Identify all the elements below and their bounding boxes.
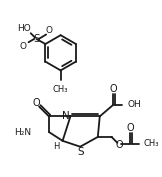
Text: H₂N: H₂N (14, 127, 31, 136)
Text: O: O (126, 123, 134, 133)
Text: O: O (19, 42, 26, 52)
Text: O: O (46, 26, 53, 35)
Text: CH₃: CH₃ (144, 139, 159, 148)
Text: S: S (33, 34, 40, 44)
Text: OH: OH (127, 100, 141, 109)
Text: S: S (78, 147, 85, 157)
Text: H: H (54, 142, 60, 151)
Text: O: O (32, 98, 40, 108)
Text: N: N (62, 111, 69, 121)
Text: O: O (116, 140, 123, 150)
Text: HO: HO (17, 24, 31, 33)
Text: CH₃: CH₃ (53, 85, 68, 94)
Text: O: O (110, 84, 117, 94)
